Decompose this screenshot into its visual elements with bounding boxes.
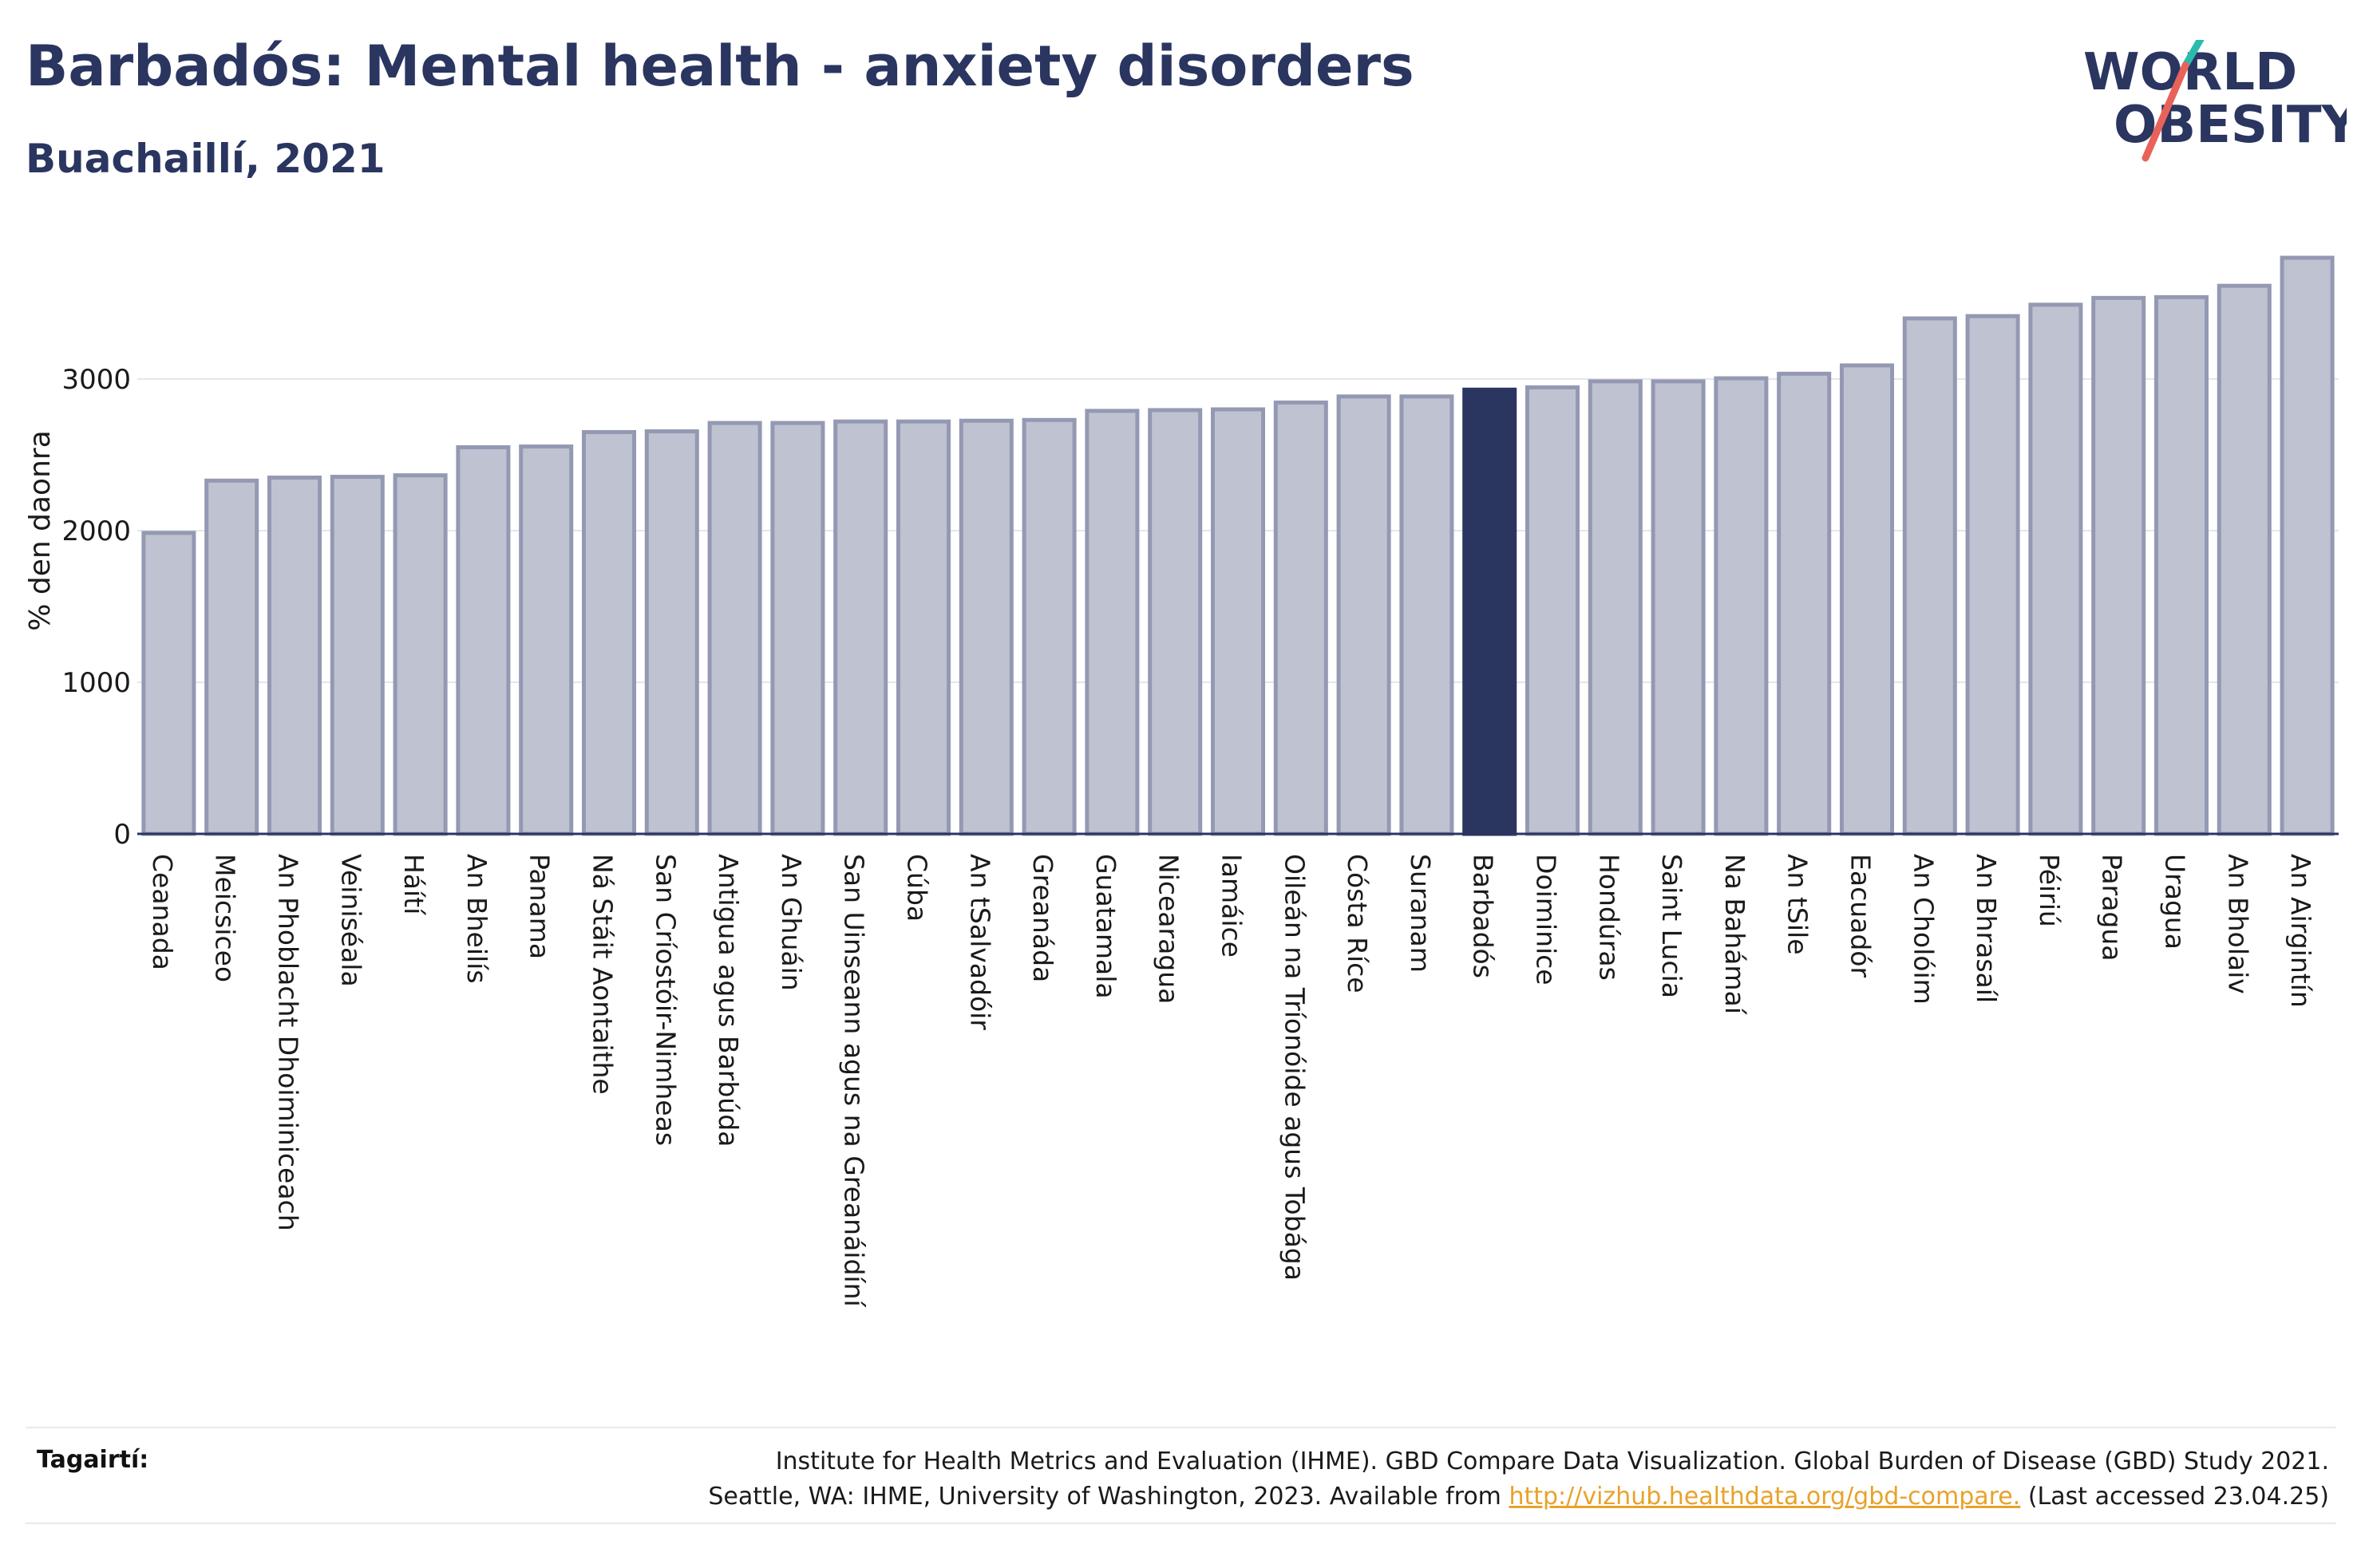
bar (267, 476, 322, 836)
bar-highlighted (1462, 387, 1517, 836)
x-tick-label: An Phoblacht Dhoiminiceach (273, 854, 304, 1231)
bar (1777, 371, 1832, 836)
bar (1965, 314, 2020, 836)
x-tick-label: Paragua (2097, 854, 2128, 962)
x-tick-label: Na Bahámaí (1719, 854, 1750, 1016)
reference-line-2-start: Seattle, WA: IHME, University of Washing… (708, 1483, 1509, 1511)
bar-layer (141, 255, 2335, 836)
bar (2153, 294, 2209, 836)
x-tick-label: Saint Lucia (1656, 854, 1687, 998)
bar (2280, 255, 2335, 836)
bar (1714, 376, 1769, 836)
y-tick-label: 1000 (61, 667, 131, 699)
x-tick-label: Háítí (398, 854, 429, 916)
logo-slash-teal (2181, 40, 2205, 69)
logo-slash-coral (2142, 61, 2189, 162)
x-tick-label: An Bholaiv (2222, 854, 2253, 994)
bar (456, 445, 511, 836)
x-tick-label: San Críostóir-Nimheas (650, 854, 681, 1146)
x-tick-label: An Cholóim (1908, 854, 1939, 1005)
x-tick-label: An Bheilís (461, 854, 492, 984)
world-obesity-logo: WORLD OBESITY (2083, 40, 2347, 162)
y-tick-label: 3000 (61, 364, 131, 396)
x-tick-label: Nicearagua (1153, 854, 1184, 1004)
bar (1210, 407, 1266, 836)
x-tick-label: Meicsiceo (210, 854, 241, 982)
bar (1588, 379, 1643, 836)
references-label: Tagairtí: (37, 1446, 149, 1474)
reference-line-2: Seattle, WA: IHME, University of Washing… (493, 1479, 2329, 1515)
bar (959, 418, 1014, 836)
x-tick-label: Ceanada (147, 854, 178, 970)
references-text: Institute for Health Metrics and Evaluat… (493, 1444, 2329, 1515)
footer-top-divider (26, 1427, 2336, 1428)
y-tick-label: 0 (113, 819, 131, 851)
y-tick-label: 2000 (61, 515, 131, 547)
bar (833, 419, 888, 836)
bar (393, 473, 448, 836)
x-tick-label: San Uinseann agus na Greanáidíní (839, 854, 870, 1309)
x-tick-label: Hondúras (1593, 854, 1624, 981)
bar (1148, 408, 1203, 836)
label-layer: Ceanada Meicsiceo An Phoblacht Dhoiminicea… (147, 854, 2316, 1309)
x-tick-label: Iamáice (1216, 854, 1248, 958)
x-tick-label: Ná Stáit Aontaithe (587, 854, 619, 1095)
x-tick-label: An Ghuáin (776, 854, 807, 991)
bar (644, 429, 699, 836)
bar (1902, 316, 1957, 836)
reference-line-2-end: (Last accessed 23.04.25) (2020, 1483, 2329, 1511)
bar (330, 475, 385, 836)
x-tick-label: Cósta Ríce (1342, 854, 1373, 993)
x-tick-label: Uragua (2160, 854, 2191, 950)
x-tick-label: Guatamala (1090, 854, 1121, 999)
bar (581, 430, 637, 836)
bar (707, 421, 762, 836)
reference-link[interactable]: http://vizhub.healthdata.org/gbd-compare… (1509, 1483, 2021, 1511)
x-tick-label: Barbadós (1468, 854, 1499, 978)
chart-subtitle: Buachaillí, 2021 (26, 136, 386, 182)
bar (1651, 379, 1706, 836)
bar (2028, 302, 2083, 836)
footer-bottom-divider (26, 1523, 2336, 1524)
x-tick-label: Veiniséala (335, 854, 366, 987)
x-tick-label: An Airgintín (2285, 854, 2316, 1008)
chart-title: Barbadós: Mental health - anxiety disord… (26, 34, 1414, 99)
bar (1839, 363, 1895, 836)
axis-layer: 0 1000 2000 3000 % den daonra (24, 364, 2339, 851)
bar (519, 444, 574, 836)
bar (1273, 400, 1328, 836)
x-tick-label: An tSile (1782, 854, 1813, 955)
x-tick-label: Greanáda (1027, 854, 1058, 982)
bar (2091, 295, 2146, 836)
x-tick-label: Antigua agus Barbúda (713, 854, 744, 1147)
x-tick-label: Doiminice (1531, 854, 1562, 985)
x-tick-label: Cúba (902, 854, 933, 922)
x-tick-label: Oileán na Tríonóide agus Tobága (1279, 854, 1310, 1281)
bar (896, 419, 951, 836)
bar (204, 478, 259, 836)
bar (770, 421, 825, 836)
bar (2217, 283, 2272, 836)
x-tick-label: Suranam (1405, 854, 1436, 973)
bar (141, 531, 196, 836)
bar (1336, 394, 1391, 836)
bar (1022, 417, 1077, 836)
bar (1399, 394, 1454, 836)
x-tick-label: An tSalvadóir (964, 854, 995, 1030)
x-tick-label: Panama (524, 854, 556, 959)
bar (1085, 409, 1140, 836)
reference-line-1: Institute for Health Metrics and Evaluat… (775, 1448, 2329, 1475)
x-tick-label: Péiriú (2034, 854, 2065, 927)
bar (1525, 385, 1580, 836)
x-tick-label: Eacuadór (1845, 854, 1877, 978)
x-tick-label: An Bhrasaíl (1971, 854, 2002, 1003)
y-axis-title: % den daonra (24, 430, 57, 631)
bar-chart: 0 1000 2000 3000 % den daonra Ceanada Meicsic… (24, 255, 2339, 1309)
